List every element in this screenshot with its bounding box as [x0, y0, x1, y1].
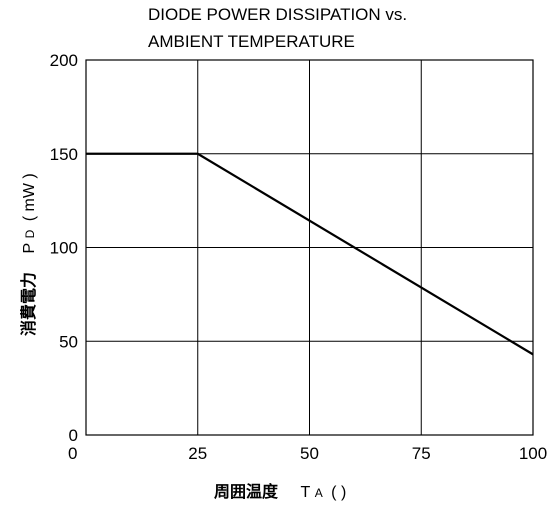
y-axis-label-main: 消費電力	[19, 272, 38, 336]
x-tick-label: 25	[188, 444, 207, 463]
y-axis-unit: ( mW )	[21, 173, 38, 221]
x-tick-label: 100	[519, 444, 547, 463]
y-axis-label: 消費電力 P D ( mW )	[19, 173, 38, 336]
x-axis-symbol: T	[300, 484, 310, 501]
y-tick-label: 50	[59, 332, 78, 351]
x-tick-label: 75	[412, 444, 431, 463]
chart-title-line-2: AMBIENT TEMPERATURE	[148, 32, 355, 51]
y-tick-label: 150	[50, 145, 78, 164]
y-axis-symbol-sub: D	[23, 229, 37, 238]
x-tick-label: 50	[300, 444, 319, 463]
y-tick-label: 200	[50, 51, 78, 70]
y-tick-label: 100	[50, 239, 78, 258]
x-tick-label: 0	[68, 444, 77, 463]
x-axis-unit: ( )	[331, 484, 346, 501]
grid-lines	[86, 60, 533, 435]
x-axis-label-main: 周囲温度	[214, 482, 279, 501]
x-axis-symbol-sub: A	[315, 486, 323, 500]
x-axis-label: 周囲温度 T A ( )	[214, 482, 346, 501]
series-line-0	[86, 152, 534, 356]
y-tick-label: 0	[69, 426, 78, 445]
plot-frame	[85, 59, 534, 436]
chart-title-line-1: DIODE POWER DISSIPATION vs.	[148, 5, 408, 24]
y-axis-symbol: P	[21, 243, 38, 254]
y-tick-labels: 0 50 100 150 200	[50, 51, 78, 445]
series-layer	[86, 152, 534, 356]
x-tick-labels: 0 25 50 75 100	[68, 444, 547, 463]
